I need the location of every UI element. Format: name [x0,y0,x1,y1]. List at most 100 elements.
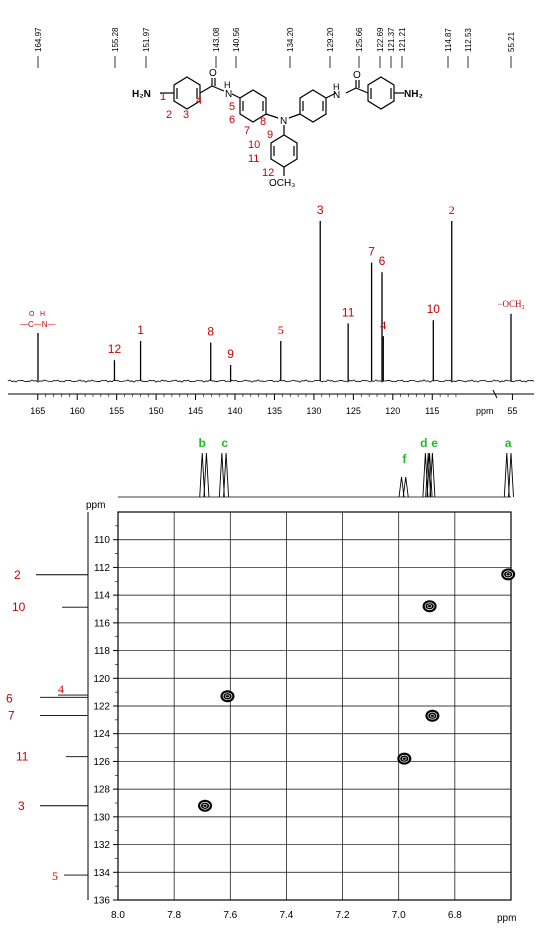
left-amine: H₂N [132,89,151,100]
h1-proj-peak [508,452,514,498]
hsqc-x-tick-label: 6.8 [448,910,462,921]
atom-number: 6 [229,114,235,126]
c13-peak-label: 8 [207,325,214,339]
hsqc-y-tick-label: 120 [93,674,110,685]
atom-number: 10 [248,139,260,151]
cross-peak-contour [225,694,230,699]
shift-label: 151.97 [142,27,151,52]
amide-text: —C—N— [20,320,56,329]
c13-peak-label: 6 [379,254,386,268]
c13-peak-label: 5 [278,323,284,337]
molecular-structure [160,76,404,176]
carbonyl-o-right: O [353,70,361,81]
c13-tick-label: 130 [306,406,321,416]
shift-label: 143.08 [212,27,221,52]
hsqc-y-tick-label: 110 [94,535,110,546]
h1-peak-label: a [505,436,512,450]
cross-peak-contour [427,711,438,720]
shift-label: 121.37 [387,27,396,52]
c13-x-axis: 165 160 155 150 145 140 135 130 125 120 115 55 ppm [8,393,534,416]
amide-o: O [29,311,35,318]
atom-number: 5 [229,101,235,113]
hsqc-y-tick-label: 112 [94,563,110,574]
c13-tick-label: 125 [346,406,361,416]
h1-proj-peak [422,452,429,498]
hsqc-y-tick-label: 134 [93,868,110,879]
c13-peak-label: 12 [108,342,122,356]
h1-peak-label: e [431,436,438,450]
cross-peak-contour [427,604,432,609]
h1-peak-label: d [420,436,427,450]
hsqc-x-tick-label: 7.2 [336,910,350,921]
shift-label: 125.66 [355,27,364,52]
cross-peak-contour [430,713,435,718]
amide-label: O H —C—N— [20,311,56,329]
cross-peak-contour [424,602,435,611]
cross-peak-contour [222,692,233,701]
atom-number: 11 [248,153,259,165]
c13-tick-label: 115 [425,406,439,416]
h1-peak-label: c [221,436,228,450]
amide-h: H [40,311,45,318]
hsqc-x-tick-label: 7.8 [167,910,181,921]
cross-peak [422,600,437,613]
h1-proj-peak [218,452,225,498]
c13-tick-label: 155 [109,406,124,416]
hsqc-y-tick-label: 122 [93,702,110,713]
c13-proj-label: 10 [12,600,26,614]
hsqc-x-tick-label: 7.4 [279,910,293,921]
hsqc-y-tick-label: 118 [94,646,110,657]
c13-axis-unit: ppm [476,406,494,416]
c13-spectrum: O H —C—N— 12 1 89 5 3 11 76 4 10 2 −OCH₃ [7,203,535,399]
cross-peak-contour [503,570,514,579]
c13-tick-label: 135 [267,406,282,416]
c13-tick-label: 165 [30,406,45,416]
methoxy-group: OCH₃ [269,178,295,189]
cross-peak [198,799,213,812]
h1-proj-peak [199,452,206,498]
cross-peak [501,568,516,581]
c13-proj-label: 7 [8,709,15,723]
h1-proj-peak [203,452,210,498]
h1-proj-peak [503,452,510,498]
shift-label: 112.53 [464,28,473,52]
hsqc-y-tick-label: 116 [94,618,110,629]
hsqc-x-tick-label: 7.6 [223,910,237,921]
atom-number: 8 [260,116,266,128]
amide-h-left: H [224,80,231,90]
shift-label: 55.21 [507,31,516,52]
h1-proj-peak [426,452,433,498]
atom-number: 12 [262,167,274,179]
shift-label: 164.97 [34,27,43,52]
right-amine: NH₂ [404,89,423,100]
c13-tick-label: 160 [70,406,85,416]
atom-number: 1 [160,91,166,103]
c13-peak-label: 10 [427,302,441,316]
c13-proj-label: 6 [6,691,13,705]
h1-projection: b c fd e a [118,436,514,498]
c13-tick-label: 55 [507,406,517,416]
atom-number: 9 [267,129,273,141]
h1-proj-peak [425,452,432,498]
c13-peak-label: −OCH₃ [497,299,524,309]
c13-tick-label: 145 [188,406,203,416]
c13-proj-label: 4 [58,682,64,696]
h1-proj-peak [429,452,436,498]
shift-label: 114.87 [444,28,453,52]
c13-peak-label: 9 [227,347,234,361]
shift-label: 155.28 [111,27,120,52]
hsqc-plot: 8.0 7.8 7.6 7.4 7.2 7.0 6.8 110 112 114 116 118 120 1… [87,511,516,921]
hsqc-y-unit: ppm [86,500,105,511]
hsqc-x-unit: ppm [497,913,516,924]
shift-label-row: 164.97 155.28 151.97 143.08 140.56 134.20 129.… [34,27,516,68]
c13-proj-label: 2 [14,568,21,582]
c13-projection: 2 10 4 6 7 11 3 5 [6,568,88,883]
atom-number: 3 [183,109,189,121]
c13-proj-label: 11 [16,750,29,764]
c13-peak-label: 1 [137,323,144,337]
amide-h-right: H [333,82,340,92]
h1-proj-peak [402,476,409,498]
hsqc-x-tick-label: 7.0 [392,910,406,921]
shift-label: 140.56 [232,27,241,52]
